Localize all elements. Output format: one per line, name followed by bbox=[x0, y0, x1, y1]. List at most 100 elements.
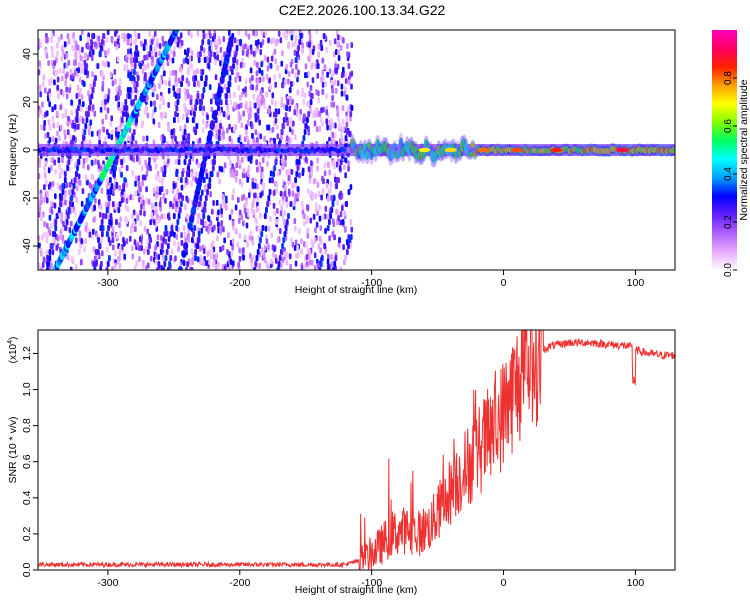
noise-speckle bbox=[202, 47, 206, 54]
noise-streak-dot bbox=[107, 225, 110, 231]
noise-speckle bbox=[347, 63, 351, 70]
noise-streak-dot bbox=[273, 165, 277, 171]
noise-speckle bbox=[287, 70, 291, 77]
noise-speckle bbox=[250, 207, 254, 214]
noise-speckle bbox=[141, 68, 145, 75]
noise-speckle bbox=[309, 217, 313, 224]
noise-streak-dot bbox=[185, 171, 189, 177]
noise-speckle bbox=[247, 192, 251, 199]
noise-streak-dot bbox=[166, 213, 170, 219]
noise-speckle bbox=[136, 155, 139, 162]
noise-speckle bbox=[255, 84, 259, 91]
noise-speckle bbox=[180, 39, 184, 46]
noise-speckle bbox=[293, 244, 297, 251]
noise-speckle bbox=[240, 61, 243, 68]
noise-speckle bbox=[313, 120, 317, 127]
noise-speckle bbox=[85, 53, 88, 60]
noise-speckle bbox=[303, 113, 306, 120]
noise-speckle bbox=[81, 55, 84, 62]
noise-speckle bbox=[340, 132, 344, 139]
noise-speckle bbox=[134, 180, 137, 187]
noise-streak-dot bbox=[193, 111, 196, 117]
noise-speckle bbox=[190, 180, 193, 187]
noise-speckle bbox=[321, 88, 325, 95]
noise-speckle bbox=[183, 124, 187, 131]
noise-speckle bbox=[291, 190, 295, 197]
noise-speckle bbox=[160, 166, 164, 173]
noise-speckle bbox=[43, 231, 46, 238]
noise-speckle bbox=[346, 51, 349, 58]
noise-speckle bbox=[296, 245, 299, 252]
noise-speckle bbox=[74, 209, 77, 216]
noise-speckle bbox=[307, 125, 310, 132]
noise-speckle bbox=[169, 48, 173, 55]
noise-speckle bbox=[165, 230, 169, 237]
noise-speckle bbox=[159, 234, 163, 241]
noise-streak-dot bbox=[203, 81, 207, 87]
noise-speckle bbox=[140, 40, 143, 47]
snr-y-tick-label: 0.0 bbox=[21, 563, 33, 578]
noise-speckle bbox=[134, 36, 138, 43]
noise-speckle bbox=[252, 197, 256, 204]
noise-streak-dot bbox=[272, 171, 276, 177]
noise-speckle bbox=[43, 165, 46, 172]
noise-speckle bbox=[350, 83, 353, 90]
noise-speckle bbox=[38, 262, 41, 269]
noise-speckle bbox=[251, 239, 255, 246]
noise-speckle bbox=[283, 251, 287, 258]
noise-speckle bbox=[54, 70, 58, 77]
noise-speckle bbox=[106, 107, 110, 114]
carrier-signal-segment bbox=[457, 149, 463, 158]
noise-speckle bbox=[141, 264, 145, 270]
noise-speckle bbox=[129, 48, 133, 55]
noise-streak-dot bbox=[165, 249, 169, 255]
noise-speckle bbox=[222, 36, 226, 43]
noise-streak-dot bbox=[207, 63, 211, 69]
noise-speckle bbox=[163, 111, 166, 118]
noise-speckle bbox=[175, 193, 178, 200]
noise-streak-dot bbox=[196, 93, 200, 99]
noise-speckle bbox=[327, 189, 331, 196]
noise-speckle bbox=[257, 99, 260, 106]
noise-streak-dot bbox=[121, 189, 124, 195]
noise-streak-dot bbox=[102, 33, 106, 39]
noise-streak-dot bbox=[326, 225, 330, 231]
noise-speckle bbox=[240, 195, 244, 202]
noise-speckle bbox=[349, 115, 352, 122]
noise-speckle bbox=[316, 72, 320, 79]
noise-speckle bbox=[91, 55, 94, 62]
noise-speckle bbox=[226, 110, 230, 117]
noise-speckle bbox=[237, 103, 241, 110]
noise-streak-dot bbox=[286, 99, 290, 105]
carrier-signal-segment bbox=[364, 150, 370, 161]
noise-speckle bbox=[292, 200, 295, 207]
noise-speckle bbox=[140, 122, 144, 129]
noise-speckle bbox=[350, 42, 354, 49]
noise-speckle bbox=[149, 255, 153, 262]
noise-speckle bbox=[93, 110, 97, 117]
noise-speckle bbox=[222, 226, 225, 233]
noise-speckle bbox=[116, 56, 120, 63]
noise-speckle bbox=[214, 43, 218, 50]
noise-speckle bbox=[342, 37, 345, 44]
diagonal-trace-point bbox=[181, 250, 187, 258]
noise-speckle bbox=[61, 234, 65, 241]
noise-speckle bbox=[277, 108, 281, 115]
noise-speckle bbox=[162, 255, 165, 262]
noise-speckle bbox=[51, 136, 55, 143]
noise-speckle bbox=[274, 117, 278, 124]
noise-speckle bbox=[286, 120, 290, 127]
noise-speckle bbox=[146, 262, 150, 269]
noise-speckle bbox=[256, 108, 260, 115]
noise-speckle bbox=[280, 261, 283, 268]
noise-speckle bbox=[331, 160, 335, 167]
noise-streak-dot bbox=[109, 213, 113, 219]
noise-speckle bbox=[123, 253, 126, 260]
noise-speckle bbox=[141, 174, 145, 181]
noise-streak-dot bbox=[163, 165, 167, 171]
noise-speckle bbox=[236, 241, 240, 248]
noise-speckle bbox=[140, 245, 143, 252]
noise-speckle bbox=[220, 166, 224, 173]
noise-streak-dot bbox=[117, 207, 121, 213]
noise-speckle bbox=[272, 202, 276, 209]
